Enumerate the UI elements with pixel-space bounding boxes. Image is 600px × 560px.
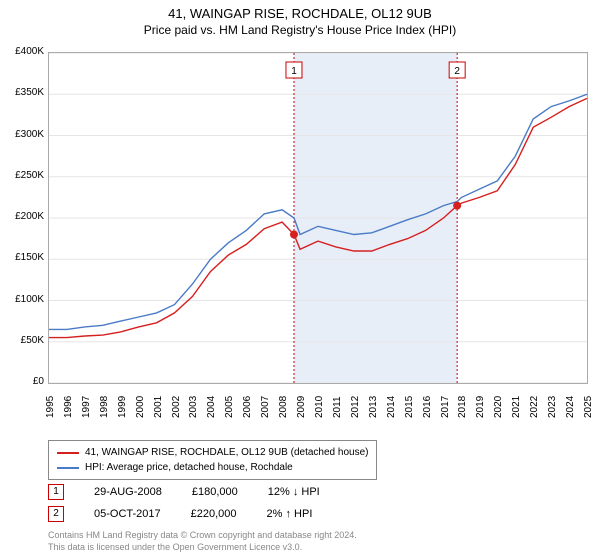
transaction-delta-1: 12% ↓ HPI (268, 486, 320, 498)
x-tick-label: 2024 (565, 396, 576, 418)
x-tick-label: 2013 (368, 396, 379, 418)
transaction-price-1: £180,000 (192, 486, 238, 498)
legend-label-hpi: HPI: Average price, detached house, Roch… (85, 460, 293, 475)
chart-title: 41, WAINGAP RISE, ROCHDALE, OL12 9UB (0, 0, 600, 21)
legend-item-hpi: HPI: Average price, detached house, Roch… (57, 460, 368, 475)
x-tick-label: 2003 (188, 396, 199, 418)
x-tick-label: 2020 (493, 396, 504, 418)
y-tick-label: £250K (4, 170, 44, 181)
x-tick-label: 2016 (422, 396, 433, 418)
x-tick-label: 2007 (260, 396, 271, 418)
footer-line-1: Contains HM Land Registry data © Crown c… (48, 530, 357, 542)
transaction-price-2: £220,000 (191, 508, 237, 520)
transaction-row-1: 1 29-AUG-2008 £180,000 12% ↓ HPI (48, 484, 320, 500)
y-tick-label: £350K (4, 87, 44, 98)
footer-line-2: This data is licensed under the Open Gov… (48, 542, 357, 554)
svg-text:1: 1 (291, 66, 297, 77)
transaction-date-1: 29-AUG-2008 (94, 486, 162, 498)
transaction-marker-1: 1 (48, 484, 64, 500)
chart-area: 12 (48, 52, 588, 384)
x-tick-label: 2006 (242, 396, 253, 418)
legend-box: 41, WAINGAP RISE, ROCHDALE, OL12 9UB (de… (48, 440, 377, 480)
transaction-marker-2: 2 (48, 506, 64, 522)
x-tick-label: 2018 (457, 396, 468, 418)
x-tick-label: 2021 (511, 396, 522, 418)
x-tick-label: 2004 (206, 396, 217, 418)
x-tick-label: 1997 (81, 396, 92, 418)
transaction-date-2: 05-OCT-2017 (94, 508, 161, 520)
x-tick-label: 2012 (350, 396, 361, 418)
x-tick-label: 1998 (99, 396, 110, 418)
svg-text:2: 2 (454, 66, 460, 77)
transaction-row-2: 2 05-OCT-2017 £220,000 2% ↑ HPI (48, 506, 312, 522)
footer: Contains HM Land Registry data © Crown c… (48, 530, 357, 553)
x-tick-label: 2001 (153, 396, 164, 418)
y-tick-label: £150K (4, 252, 44, 263)
x-tick-label: 2023 (547, 396, 558, 418)
x-tick-label: 2017 (440, 396, 451, 418)
y-tick-label: £50K (4, 335, 44, 346)
y-tick-label: £300K (4, 129, 44, 140)
x-tick-label: 2022 (529, 396, 540, 418)
x-tick-label: 1996 (63, 396, 74, 418)
x-tick-label: 2019 (475, 396, 486, 418)
y-tick-label: £0 (4, 376, 44, 387)
x-tick-label: 2010 (314, 396, 325, 418)
x-tick-label: 1995 (45, 396, 56, 418)
x-tick-label: 2002 (171, 396, 182, 418)
x-tick-label: 2025 (583, 396, 594, 418)
chart-svg: 12 (49, 53, 587, 383)
x-tick-label: 2015 (404, 396, 415, 418)
y-tick-label: £200K (4, 211, 44, 222)
chart-subtitle: Price paid vs. HM Land Registry's House … (0, 21, 600, 37)
x-tick-label: 1999 (117, 396, 128, 418)
y-tick-label: £100K (4, 294, 44, 305)
x-tick-label: 2014 (386, 396, 397, 418)
legend-swatch-property (57, 452, 79, 454)
legend-label-property: 41, WAINGAP RISE, ROCHDALE, OL12 9UB (de… (85, 445, 368, 460)
figure-container: 41, WAINGAP RISE, ROCHDALE, OL12 9UB Pri… (0, 0, 600, 560)
x-tick-label: 2005 (224, 396, 235, 418)
legend-swatch-hpi (57, 467, 79, 469)
x-tick-label: 2008 (278, 396, 289, 418)
x-tick-label: 2011 (332, 396, 343, 418)
y-tick-label: £400K (4, 46, 44, 57)
x-tick-label: 2000 (135, 396, 146, 418)
transaction-delta-2: 2% ↑ HPI (267, 508, 313, 520)
x-tick-label: 2009 (296, 396, 307, 418)
legend-item-property: 41, WAINGAP RISE, ROCHDALE, OL12 9UB (de… (57, 445, 368, 460)
